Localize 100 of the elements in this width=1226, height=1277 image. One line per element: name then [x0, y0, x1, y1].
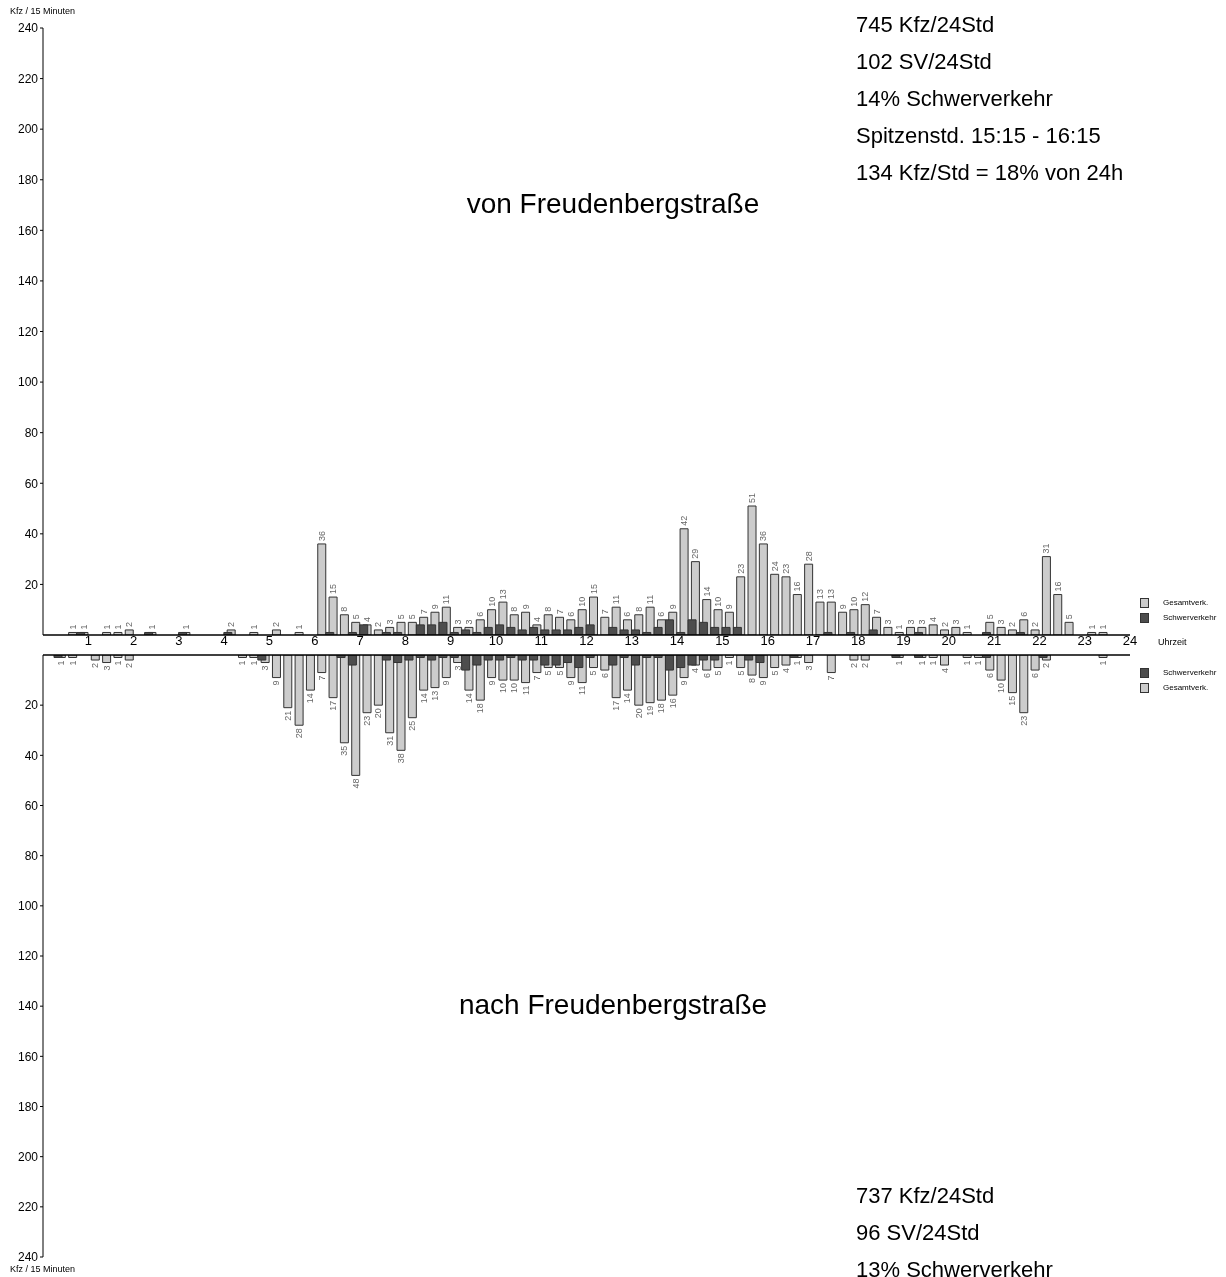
data-label: 11	[520, 685, 531, 695]
data-label: 1	[112, 660, 123, 666]
data-label: 23	[735, 563, 746, 574]
data-label: 9	[441, 680, 452, 686]
data-label: 2	[124, 621, 135, 627]
bar	[283, 655, 293, 709]
data-label: 1	[56, 660, 67, 666]
data-label: 11	[441, 594, 452, 605]
x-tick-label: 2	[129, 633, 138, 649]
x-tick-label: 6	[311, 633, 319, 649]
text: 13% Schwerverkehr	[855, 1256, 1053, 1277]
data-label: 5	[554, 670, 565, 676]
x-tick-label: 15	[715, 633, 730, 649]
data-label: 6	[984, 673, 995, 679]
data-label: 1	[928, 660, 939, 666]
bar	[996, 655, 1006, 681]
y-tick-label: 40	[24, 527, 39, 542]
data-label: 6	[701, 673, 712, 679]
data-label: 14	[305, 693, 316, 704]
data-label: 7	[418, 609, 429, 615]
data-label: 7	[599, 609, 610, 615]
data-label: 2	[860, 663, 871, 669]
y-tick-label: 180	[17, 1099, 39, 1114]
data-label: 3	[950, 619, 961, 625]
data-label: 5	[1064, 614, 1075, 620]
data-label: 4	[690, 668, 701, 674]
x-tick-label: 7	[356, 633, 364, 649]
data-label: 10	[713, 596, 724, 607]
y-axis-title: Kfz / 15 Minuten	[10, 1264, 76, 1274]
data-label: 11	[577, 685, 588, 695]
bar	[317, 655, 327, 674]
data-label: 9	[429, 604, 440, 610]
bar	[860, 655, 870, 661]
data-label: 1	[78, 624, 89, 630]
x-tick-label: 22	[1032, 633, 1047, 649]
x-tick-label: 11	[534, 633, 548, 649]
data-label: 38	[396, 753, 407, 764]
data-label: 3	[463, 619, 474, 625]
x-tick-label: 13	[624, 633, 640, 649]
data-label: 4	[531, 616, 542, 622]
x-tick-label: 18	[851, 633, 866, 649]
data-label: 5	[588, 670, 599, 676]
y-tick-label: 140	[17, 274, 39, 289]
data-label: 2	[1041, 663, 1052, 669]
data-label: 36	[758, 530, 769, 541]
bar	[996, 626, 1006, 635]
bar	[849, 609, 859, 635]
data-label: 6	[565, 611, 576, 617]
x-tick-label: 19	[896, 633, 911, 649]
data-label: 4	[780, 668, 791, 674]
bar	[351, 655, 361, 776]
data-label: 2	[1007, 621, 1018, 627]
x-tick-label: 9	[447, 633, 455, 649]
bar	[770, 573, 780, 635]
data-label: 6	[1030, 673, 1041, 679]
data-label: 9	[667, 604, 678, 610]
data-label: 15	[588, 584, 599, 595]
data-label: 13	[497, 589, 508, 600]
data-label: 28	[294, 728, 305, 739]
data-label: 5	[713, 670, 724, 676]
x-tick-label: 5	[265, 633, 274, 649]
data-label: 5	[543, 670, 554, 676]
annotation: Spitzenstd. 15:15 - 16:15	[855, 122, 1102, 150]
data-label: 18	[656, 703, 667, 714]
data-label: 17	[328, 700, 339, 711]
bar	[362, 655, 372, 714]
bar	[758, 543, 768, 635]
data-label: 3	[384, 619, 395, 625]
data-label: 24	[769, 561, 780, 572]
data-label: 18	[475, 703, 486, 714]
y-tick-label: 60	[24, 798, 39, 813]
data-label: 2	[373, 621, 384, 627]
data-label: 1	[237, 660, 248, 666]
data-label: 7	[554, 609, 565, 615]
data-label: 21	[282, 710, 293, 721]
data-label: 8	[339, 606, 350, 612]
data-label: 2	[939, 621, 950, 627]
data-label: 8	[543, 606, 554, 612]
data-label: 51	[747, 493, 758, 504]
y-tick-label: 200	[17, 122, 39, 137]
data-label: 7	[826, 675, 837, 681]
x-tick-label: 23	[1077, 633, 1092, 649]
data-label: 9	[724, 604, 735, 610]
data-label: 8	[633, 606, 644, 612]
bar	[826, 601, 836, 635]
data-label: 3	[882, 619, 893, 625]
annotation: 134 Kfz/Std = 18% von 24h	[855, 159, 1124, 187]
legend-label: Schwerverkehr	[1163, 613, 1217, 622]
data-label: 9	[486, 680, 497, 686]
data-label: 1	[180, 624, 191, 630]
data-label: 9	[271, 680, 282, 686]
x-tick-label: 20	[941, 633, 957, 649]
bar	[305, 655, 315, 691]
y-tick-label: 120	[17, 324, 39, 339]
data-label: 1	[1098, 660, 1109, 666]
data-label: 23	[1018, 715, 1029, 726]
data-label: 5	[350, 614, 361, 620]
y-tick-label: 180	[17, 173, 39, 188]
data-label: 9	[679, 680, 690, 686]
data-label: 1	[67, 660, 78, 666]
